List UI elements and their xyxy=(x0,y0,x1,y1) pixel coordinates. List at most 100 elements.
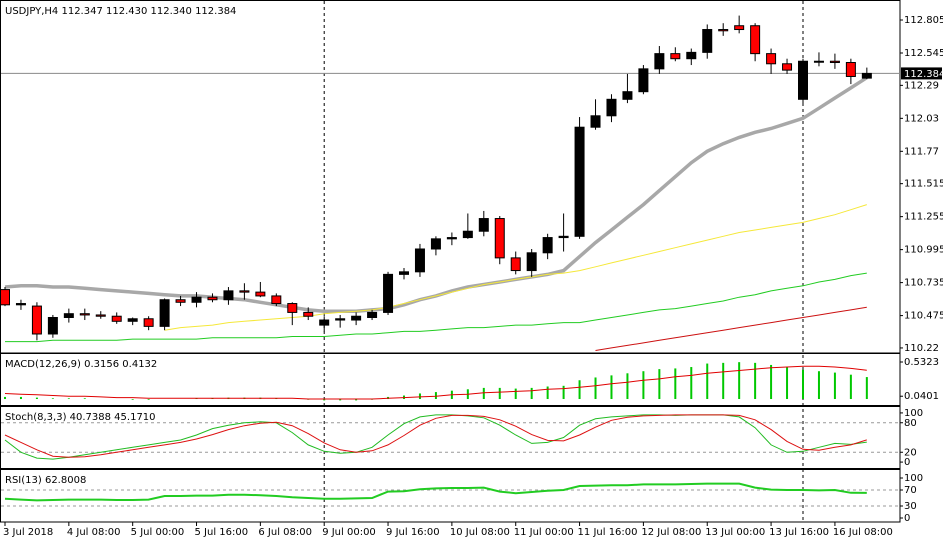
x-tick-label: 3 Jul 2018 xyxy=(3,527,53,538)
candle-body xyxy=(271,295,282,305)
candle-body xyxy=(494,218,505,259)
x-tick-label: 12 Jul 08:00 xyxy=(641,527,701,538)
y-tick-label: 111.515 xyxy=(904,179,943,190)
x-tick-label: 11 Jul 16:00 xyxy=(578,527,638,538)
candle-body xyxy=(813,60,824,63)
y-tick-label: 80 xyxy=(904,418,917,429)
candle-body xyxy=(111,315,122,322)
x-tick-label: 16 Jul 08:00 xyxy=(833,527,893,538)
y-tick-label: 30 xyxy=(904,501,917,512)
candle-body xyxy=(367,311,378,318)
panel-title: RSI(13) 62.8008 xyxy=(5,475,86,486)
candle-body xyxy=(462,230,473,239)
x-tick-label: 10 Jul 08:00 xyxy=(450,527,510,538)
y-tick-label: 110.475 xyxy=(904,311,943,322)
candle-body xyxy=(446,237,457,240)
moving-average xyxy=(595,306,867,351)
candle-body xyxy=(319,319,330,326)
candle-body xyxy=(734,25,745,31)
y-tick-label: 112.03 xyxy=(904,113,939,124)
y-tick-label: 111.77 xyxy=(904,146,939,157)
x-tick-label: 9 Jul 00:00 xyxy=(322,527,376,538)
candle-body xyxy=(750,25,761,55)
candle-body xyxy=(430,238,441,250)
candle-body xyxy=(287,303,298,313)
candle-body xyxy=(191,296,202,303)
x-tick-label: 5 Jul 00:00 xyxy=(131,527,185,538)
candle-body xyxy=(478,218,489,232)
y-tick-label: 110.22 xyxy=(904,343,939,354)
candle-body xyxy=(558,235,569,239)
y-tick-label: 0.0401 xyxy=(904,391,939,402)
candle-body xyxy=(766,53,777,65)
candle-body xyxy=(47,316,58,335)
x-tick-label: 13 Jul 00:00 xyxy=(705,527,765,538)
indicator-line xyxy=(4,414,867,458)
x-tick-label: 5 Jul 16:00 xyxy=(195,527,249,538)
candle-body xyxy=(510,257,521,272)
candle-body xyxy=(590,115,601,128)
candle-body xyxy=(303,311,314,317)
candle-body xyxy=(127,318,138,322)
candle-body xyxy=(414,248,425,273)
stoch-frame xyxy=(0,406,901,469)
last-price-label: 112.384 xyxy=(904,69,943,80)
candle-body xyxy=(702,29,713,53)
y-tick-label: 70 xyxy=(904,485,917,496)
candle-body xyxy=(782,63,793,71)
candle-body xyxy=(829,60,840,64)
candle-body xyxy=(335,318,346,321)
candle-body xyxy=(574,126,585,237)
candle-body xyxy=(15,303,26,306)
candle-body xyxy=(845,62,856,77)
candle-body xyxy=(383,273,394,313)
candle-body xyxy=(0,289,10,306)
x-tick-label: 13 Jul 16:00 xyxy=(769,527,829,538)
candle-body xyxy=(526,252,537,272)
x-tick-label: 11 Jul 00:00 xyxy=(514,527,574,538)
x-tick-label: 9 Jul 16:00 xyxy=(386,527,440,538)
candle-body xyxy=(207,296,218,301)
y-tick-label: 0 xyxy=(904,513,910,524)
candle-body xyxy=(542,237,553,254)
macd-signal xyxy=(4,365,867,400)
candle-body xyxy=(622,91,633,100)
candle-body xyxy=(31,305,42,335)
indicator-line xyxy=(4,482,867,502)
candle-body xyxy=(399,271,409,275)
candle-body xyxy=(95,314,106,317)
candle-body xyxy=(63,313,74,318)
y-tick-label: 0.5323 xyxy=(904,357,939,368)
candle-body xyxy=(638,68,649,93)
last-price-box xyxy=(901,67,942,80)
candle-body xyxy=(798,60,808,100)
main-frame xyxy=(0,0,901,354)
y-tick-label: 20 xyxy=(904,447,917,458)
y-tick-label: 100 xyxy=(904,473,923,484)
candle-body xyxy=(255,291,266,297)
candle-body xyxy=(175,299,186,303)
y-tick-label: 100 xyxy=(904,408,923,419)
candle-body xyxy=(606,98,617,117)
candle-body xyxy=(159,299,170,327)
rsi-frame xyxy=(0,469,901,523)
candle-body xyxy=(861,72,872,79)
y-tick-label: 110.995 xyxy=(904,245,943,256)
candle-body xyxy=(239,290,250,293)
candle-body xyxy=(143,318,154,327)
panel-title: MACD(12,26,9) 0.3156 0.4132 xyxy=(5,359,157,370)
y-tick-label: 0 xyxy=(904,457,910,468)
y-tick-label: 112.805 xyxy=(904,15,943,26)
panel-title: Stoch(8,3,3) 40.7388 45.1710 xyxy=(5,412,156,423)
panel-title: USDJPY,H4 112.347 112.430 112.340 112.38… xyxy=(5,6,236,17)
candle-body xyxy=(718,29,729,32)
moving-average xyxy=(164,204,867,331)
y-tick-label: 111.255 xyxy=(904,212,943,223)
candle-body xyxy=(223,290,234,301)
x-tick-label: 4 Jul 08:00 xyxy=(67,527,121,538)
candle-body xyxy=(79,313,90,316)
candle-body xyxy=(654,53,665,70)
candle-body xyxy=(670,53,681,60)
